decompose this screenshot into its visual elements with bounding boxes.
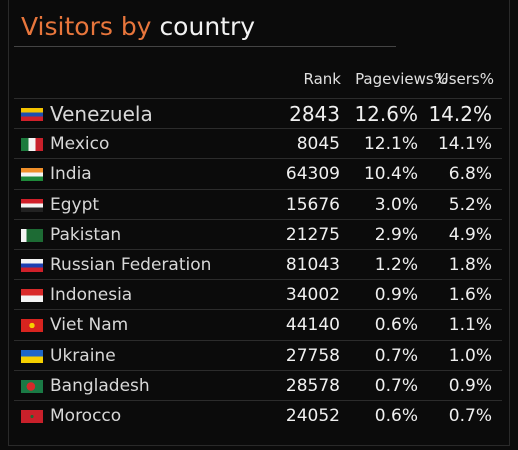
users-percent: 1.8% [448, 255, 492, 275]
column-header: Pageviews% [355, 70, 448, 88]
country-name: Mexico [50, 134, 110, 155]
table-row: Indonesia 34002 0.9% 1.6% [14, 279, 502, 310]
title: Visitors by country [21, 12, 255, 41]
rank: 2843 [289, 102, 340, 126]
country-name: Egypt [50, 194, 100, 215]
rank: 34002 [285, 285, 340, 306]
users-percent: 1.0% [448, 345, 492, 366]
pageviews-percent: 0.9% [374, 285, 418, 306]
title-rule [14, 46, 396, 47]
users-percent: 1.6% [448, 285, 492, 306]
flag-icon [21, 108, 43, 121]
table-row: Ukraine 27758 0.7% 1.0% [14, 339, 502, 371]
flag-icon [21, 410, 43, 423]
rank: 21275 [285, 224, 340, 245]
table-row: Egypt 15676 3.0% 5.2% [14, 188, 502, 220]
users-percent: 6.8% [448, 164, 492, 185]
rank: 28578 [285, 375, 340, 396]
country-name: Pakistan [50, 224, 122, 245]
country-name: Ukraine [50, 345, 116, 366]
title-part: country [159, 12, 256, 41]
pageviews-percent: 0.7% [374, 375, 418, 396]
country-name: India [50, 164, 92, 185]
rank: 24052 [285, 406, 340, 426]
pageviews-percent: 0.6% [374, 406, 418, 426]
users-percent: 14.2% [428, 102, 492, 126]
pageviews-percent: 0.7% [374, 345, 418, 366]
rank: 8045 [296, 134, 340, 155]
flag-icon [21, 289, 43, 303]
country-name: Morocco [50, 406, 122, 426]
pageviews-percent: 10.4% [363, 164, 418, 185]
panel [8, 0, 510, 446]
flag-icon [21, 228, 43, 242]
table-row: Bangladesh 28578 0.7% 0.9% [14, 369, 502, 401]
table-row: Venezuela 2843 12.6% 14.2% [14, 98, 502, 129]
flag-icon [21, 319, 43, 333]
country-name: Bangladesh [50, 375, 150, 396]
rank: 64309 [285, 164, 340, 185]
users-percent: 14.1% [437, 134, 492, 155]
column-header: Users% [437, 70, 494, 88]
title-part: Visitors by [21, 12, 152, 41]
pageviews-percent: 12.6% [354, 102, 418, 126]
flag-icon [21, 259, 43, 272]
table-row: Russian Federation 81043 1.2% 1.8% [14, 249, 502, 280]
pageviews-percent: 2.9% [374, 224, 418, 245]
pageviews-percent: 1.2% [374, 255, 418, 275]
users-percent: 0.9% [448, 375, 492, 396]
flag-icon [21, 138, 43, 152]
rank: 27758 [285, 345, 340, 366]
table-row: Mexico 8045 12.1% 14.1% [14, 128, 502, 159]
table-row: Morocco 24052 0.6% 0.7% [14, 400, 502, 431]
rank: 81043 [285, 255, 340, 275]
pageviews-percent: 12.1% [363, 134, 418, 155]
column-header: Rank [303, 70, 341, 88]
country-name: Viet Nam [50, 315, 129, 336]
flag-icon [21, 198, 43, 212]
users-percent: 1.1% [448, 315, 492, 336]
pageviews-percent: 0.6% [374, 315, 418, 336]
flag-icon [21, 379, 43, 393]
country-name: Russian Federation [50, 255, 212, 275]
flag-icon [21, 349, 43, 363]
flag-icon [21, 168, 43, 182]
users-percent: 4.9% [448, 224, 492, 245]
users-percent: 0.7% [448, 406, 492, 426]
pageviews-percent: 3.0% [374, 194, 418, 215]
country-name: Venezuela [50, 102, 153, 126]
table-row: Viet Nam 44140 0.6% 1.1% [14, 309, 502, 340]
table-row: Pakistan 21275 2.9% 4.9% [14, 218, 502, 250]
rank: 44140 [285, 315, 340, 336]
country-name: Indonesia [50, 285, 133, 306]
table-row: India 64309 10.4% 6.8% [14, 158, 502, 189]
users-percent: 5.2% [448, 194, 492, 215]
rank: 15676 [285, 194, 340, 215]
